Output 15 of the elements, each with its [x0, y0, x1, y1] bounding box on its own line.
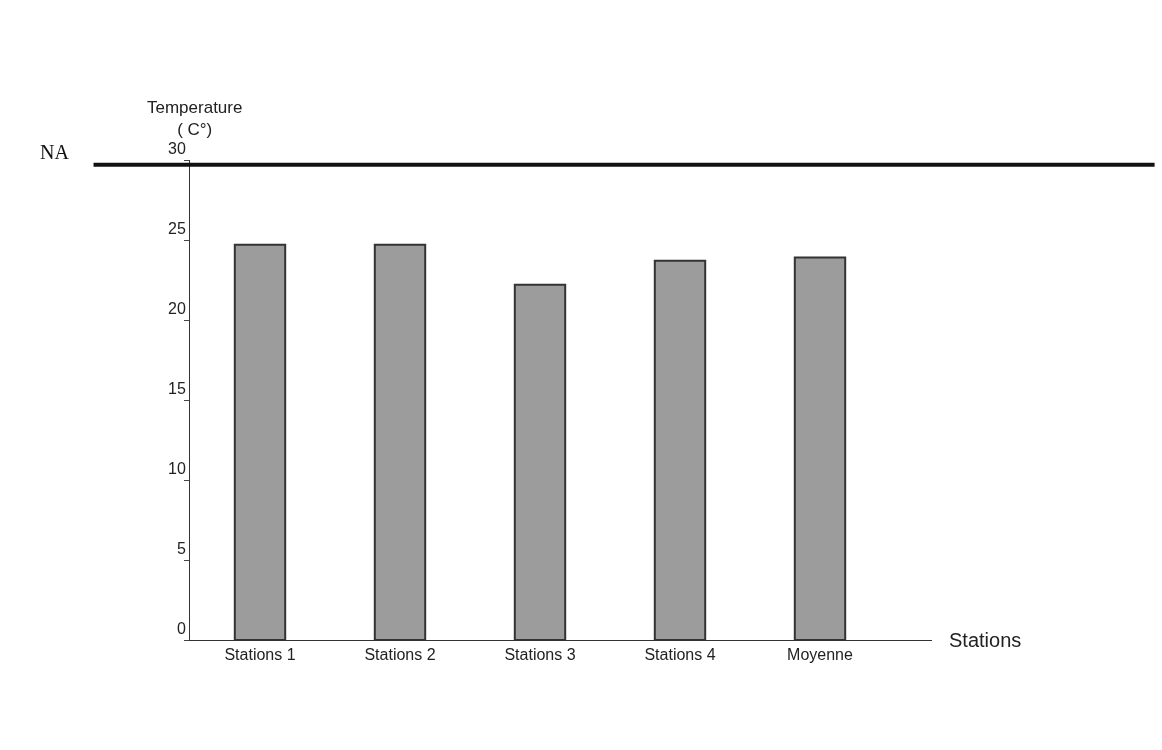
- ref-line-label: NA: [40, 141, 70, 163]
- x-tick-label: Stations 2: [364, 646, 436, 664]
- y-tick-label: 20: [168, 299, 186, 317]
- y-tick-label: 25: [168, 219, 186, 237]
- x-tick-label: Stations 3: [504, 646, 576, 664]
- y-tick-label: 30: [168, 139, 186, 157]
- x-tick-label: Stations 4: [644, 646, 716, 664]
- y-tick-label: 5: [176, 539, 186, 557]
- x-axis-title: Stations: [949, 629, 1022, 651]
- y-tick-label: 10: [168, 459, 186, 477]
- y-axis-title: Temperature ( C°): [147, 98, 243, 140]
- y-tick-label: 0: [176, 619, 186, 637]
- x-tick-label: Moyenne: [787, 646, 854, 664]
- y-tick-label: 15: [168, 379, 186, 397]
- x-tick-label: Stations 1: [224, 646, 296, 664]
